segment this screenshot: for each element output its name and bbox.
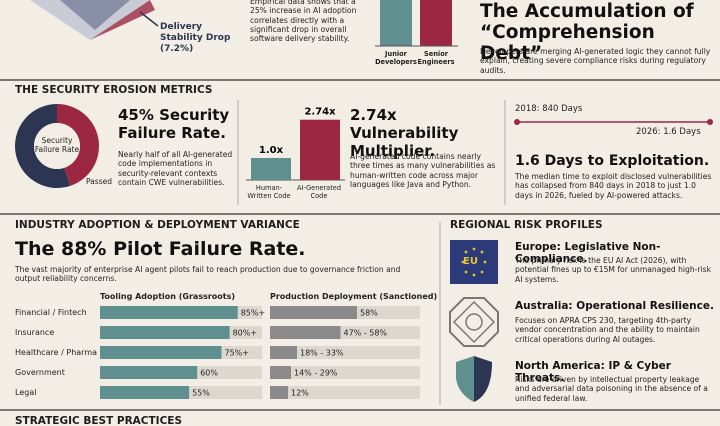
body-text: The vast majority of enterprise AI agent…: [15, 265, 401, 284]
section-heading: THE SECURITY EROSION METRICS: [15, 84, 213, 96]
bar-label: Senior Engineers: [417, 50, 455, 66]
australia-icon: [452, 300, 496, 344]
body-text: Focuses on APRA CPS 230, targeting 4th-p…: [515, 316, 700, 344]
bar: [270, 326, 341, 339]
value-label: 18% - 33%: [300, 349, 344, 358]
bar-label: Human-Written Code: [247, 184, 291, 200]
row-label: Financial / Fintech: [15, 308, 87, 317]
section-heading: STRATEGIC BEST PRACTICES: [15, 415, 183, 426]
value-label: 2.74x: [304, 107, 336, 118]
body-text: The primary risk is the EU AI Act (2026)…: [515, 256, 711, 284]
value-label: 80%+: [233, 329, 257, 338]
section-heading: REGIONAL RISK PROFILES: [450, 219, 603, 231]
bar: [270, 386, 288, 399]
body-text: Risks are driven by intellectual propert…: [515, 375, 708, 403]
timeline-start: 2018: 840 Days: [515, 104, 583, 114]
eu-label: EU: [463, 256, 478, 267]
region-title: Australia: Operational Resilience.: [515, 300, 714, 312]
section-heading: INDUSTRY ADOPTION & DEPLOYMENT VARIANCE: [15, 219, 300, 231]
column-header: Tooling Adoption (Grassroots): [100, 292, 236, 301]
timeline-dot: [514, 119, 520, 125]
value-label: 55%: [192, 389, 210, 398]
bar-track: [270, 346, 420, 359]
value-label: 12%: [291, 389, 309, 398]
junior-bar: [380, 0, 412, 46]
bar: [270, 346, 297, 359]
australia-icon: [449, 297, 499, 347]
bar: [100, 386, 190, 399]
row-label: Government: [15, 368, 65, 377]
value-label: 1.0x: [259, 145, 284, 156]
eu-flag: [450, 240, 498, 284]
body-text: Developers are merging AI-generated logi…: [480, 47, 711, 75]
bar: [100, 326, 230, 339]
bar-label: AI-Generated Code: [296, 184, 342, 200]
bar: [251, 158, 291, 180]
timeline-dot: [707, 119, 713, 125]
bar: [100, 306, 238, 319]
body-text: AI-generated code contains nearly three …: [350, 152, 496, 189]
pyramid-face: [60, 0, 130, 30]
section-title: The 88% Pilot Failure Rate.: [15, 238, 306, 260]
bar: [100, 366, 198, 379]
bar: [270, 306, 357, 319]
value-label: 14% - 29%: [294, 369, 338, 378]
donut-label: Security Failure Rate: [34, 136, 80, 154]
donut-segment: [57, 104, 99, 186]
metric-title: 2.74x Vulnerability Multiplier.: [350, 106, 459, 160]
value-label: 85%+: [241, 309, 265, 318]
body-text: The median time to exploit disclosed vul…: [515, 172, 712, 200]
column-header: Production Deployment (Sanctioned): [270, 292, 438, 301]
bar: [300, 119, 340, 180]
bar: [100, 346, 222, 359]
region-title: North America: IP & Cyber Threats.: [515, 360, 671, 384]
senior-bar: [420, 0, 452, 46]
bar-track: [270, 366, 420, 379]
australia-icon: [465, 313, 483, 331]
eu-stars: [461, 247, 487, 277]
section-title: The Accumulation of “Comprehension Debt”: [480, 1, 694, 64]
metric-title: 45% Security Failure Rate.: [118, 106, 230, 142]
metric-title: 1.6 Days to Exploitation.: [515, 153, 710, 169]
value-label: 47% - 58%: [344, 329, 388, 338]
donut-hole: [34, 123, 80, 169]
donut-label: Passed: [86, 177, 112, 186]
shield-left: [456, 356, 474, 402]
bar-track: [270, 386, 420, 399]
region-title: Europe: Legislative Non-Compliance.: [515, 241, 661, 265]
pyramid-edge: [90, 0, 155, 40]
bar: [270, 366, 291, 379]
bar-label: Junior Developers: [375, 50, 417, 66]
row-label: Healthcare / Pharma: [15, 348, 98, 357]
timeline-end: 2026: 1.6 Days: [636, 127, 701, 137]
caption: Delivery Stability Drop (7.2%): [160, 22, 231, 54]
row-label: Insurance: [15, 328, 55, 337]
value-label: 75%+: [225, 349, 249, 358]
value-label: 58%: [360, 309, 378, 318]
body-text: Empirical data shows that a 25% increase…: [250, 0, 357, 44]
arrow: [139, 11, 159, 27]
row-label: Legal: [15, 388, 37, 397]
value-label: 60%: [200, 369, 218, 378]
body-text: Nearly half of all AI-generated code imp…: [118, 150, 233, 187]
shield-right: [474, 356, 492, 402]
donut-segment: [14, 104, 70, 188]
